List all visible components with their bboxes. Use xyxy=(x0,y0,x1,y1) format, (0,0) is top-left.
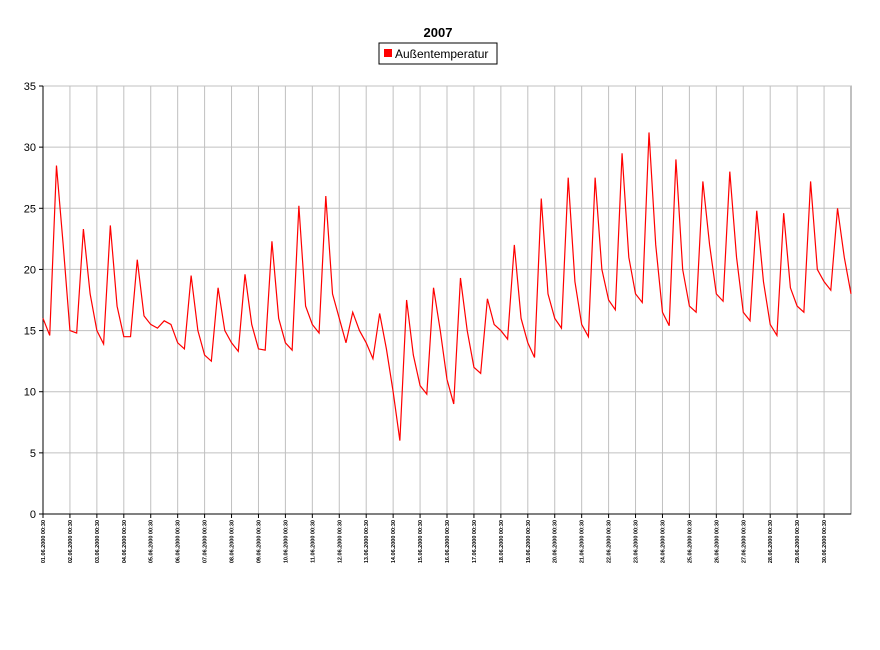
x-tick-label: 24.06.2000 00:30 xyxy=(660,520,666,563)
x-tick-label: 01.06.2000 00:30 xyxy=(41,520,47,563)
x-tick-label: 03.06.2000 00:30 xyxy=(95,520,101,563)
x-tick-label: 11.06.2000 00:30 xyxy=(310,520,316,563)
y-tick-label: 5 xyxy=(30,448,36,460)
x-tick-label: 10.06.2000 00:30 xyxy=(283,520,289,563)
y-tick-label: 20 xyxy=(24,264,36,276)
x-tick-label: 15.06.2000 00:30 xyxy=(418,520,424,563)
y-tick-label: 0 xyxy=(30,509,36,521)
legend-swatch xyxy=(384,49,392,57)
x-tick-label: 29.06.2000 00:30 xyxy=(795,520,801,563)
x-tick-label: 09.06.2000 00:30 xyxy=(256,520,262,563)
line xyxy=(42,132,852,441)
y-tick-label: 15 xyxy=(24,326,36,338)
y-tick-label: 35 xyxy=(24,81,36,93)
x-tick-label: 05.06.2000 00:30 xyxy=(149,520,155,563)
x-tick-label: 02.06.2000 00:30 xyxy=(68,520,74,563)
x-tick-label: 28.06.2000 00:30 xyxy=(768,520,774,563)
x-tick-label: 14.06.2000 00:30 xyxy=(391,520,397,563)
legend-box xyxy=(378,42,498,65)
x-tick-label: 07.06.2000 00:30 xyxy=(203,520,209,563)
legend: Außentemperatur xyxy=(378,42,498,65)
x-tick-label: 25.06.2000 00:30 xyxy=(687,520,693,563)
y-tick-label: 10 xyxy=(24,387,36,399)
x-tick-label: 19.06.2000 00:30 xyxy=(526,520,532,563)
x-tick-label: 18.06.2000 00:30 xyxy=(499,520,505,563)
x-tick-label: 08.06.2000 00:30 xyxy=(230,520,236,563)
x-tick-label: 04.06.2000 00:30 xyxy=(122,520,128,563)
x-tick-label: 22.06.2000 00:30 xyxy=(607,520,613,563)
legend-label: Außentemperatur xyxy=(395,47,488,61)
y-tick-label: 30 xyxy=(24,142,36,154)
x-tick-label: 27.06.2000 00:30 xyxy=(741,520,747,563)
x-tick-label: 30.06.2000 00:30 xyxy=(822,520,828,563)
x-tick-label: 21.06.2000 00:30 xyxy=(580,520,586,563)
x-tick-label: 20.06.2000 00:30 xyxy=(553,520,559,563)
x-tick-label: 13.06.2000 00:30 xyxy=(364,520,370,563)
x-tick-label: 17.06.2000 00:30 xyxy=(472,520,478,563)
x-tick-label: 12.06.2000 00:30 xyxy=(337,520,343,563)
x-tick-label: 16.06.2000 00:30 xyxy=(445,520,451,563)
x-tick-label: 23.06.2000 00:30 xyxy=(634,520,640,563)
y-tick-label: 25 xyxy=(24,203,36,215)
chart-title: 2007 xyxy=(424,25,453,40)
x-tick-label: 06.06.2000 00:30 xyxy=(176,520,182,563)
x-tick-label: 26.06.2000 00:30 xyxy=(714,520,720,563)
